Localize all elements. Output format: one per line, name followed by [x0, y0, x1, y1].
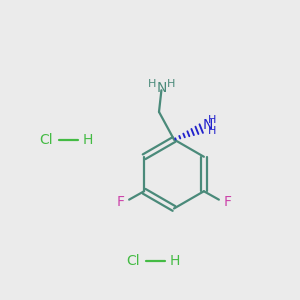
- Text: H: H: [208, 115, 217, 125]
- Text: F: F: [223, 195, 231, 209]
- Text: H: H: [170, 254, 180, 268]
- Text: H: H: [167, 79, 175, 89]
- Text: H: H: [208, 125, 217, 136]
- Text: Cl: Cl: [40, 133, 53, 146]
- Text: H: H: [83, 133, 93, 146]
- Text: Cl: Cl: [127, 254, 140, 268]
- Text: F: F: [117, 195, 125, 209]
- Text: N: N: [156, 81, 167, 95]
- Text: H: H: [148, 79, 157, 89]
- Text: N: N: [202, 118, 213, 132]
